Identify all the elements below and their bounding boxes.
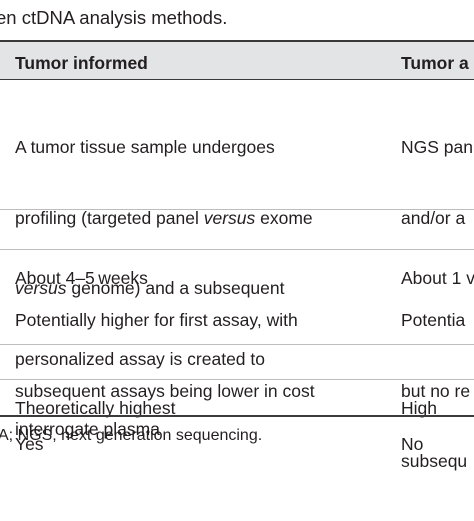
cell-method-agnostic: NGS pan and/or a [401,137,473,228]
table-row: Theoretically highest High [0,345,474,418]
cell-time-agnostic: About 1 v [401,268,474,288]
table-header-row: Tumor informed Tumor a [0,40,474,80]
cell-cost-informed: Potentially higher for first assay, with… [15,310,315,401]
table-row: Potentially higher for first assay, with… [0,250,474,471]
header-tumor-informed: Tumor informed [15,53,148,73]
table-row: Yes No [0,380,474,454]
header-tumor-agnostic: Tumor a [401,53,469,73]
cell-tissue-agnostic: No [401,434,424,454]
cell-sensitivity-informed: Theoretically highest [15,398,176,418]
table-row: About 4–5 weeks About 1 v [0,210,474,288]
cell-cost-agnostic: Potentia but no re subsequ [401,310,471,471]
table-caption: en ctDNA analysis methods. [0,7,228,28]
cell-tissue-informed: Yes [15,434,44,454]
cell-time-informed: About 4–5 weeks [15,268,148,288]
table-row: A tumor tissue sample undergoes profilin… [0,80,474,439]
cell-sensitivity-agnostic: High [401,398,437,418]
cell-method-informed: A tumor tissue sample undergoes profilin… [15,137,313,439]
table-footnote: A; NGS, next generation sequencing. [0,427,263,444]
